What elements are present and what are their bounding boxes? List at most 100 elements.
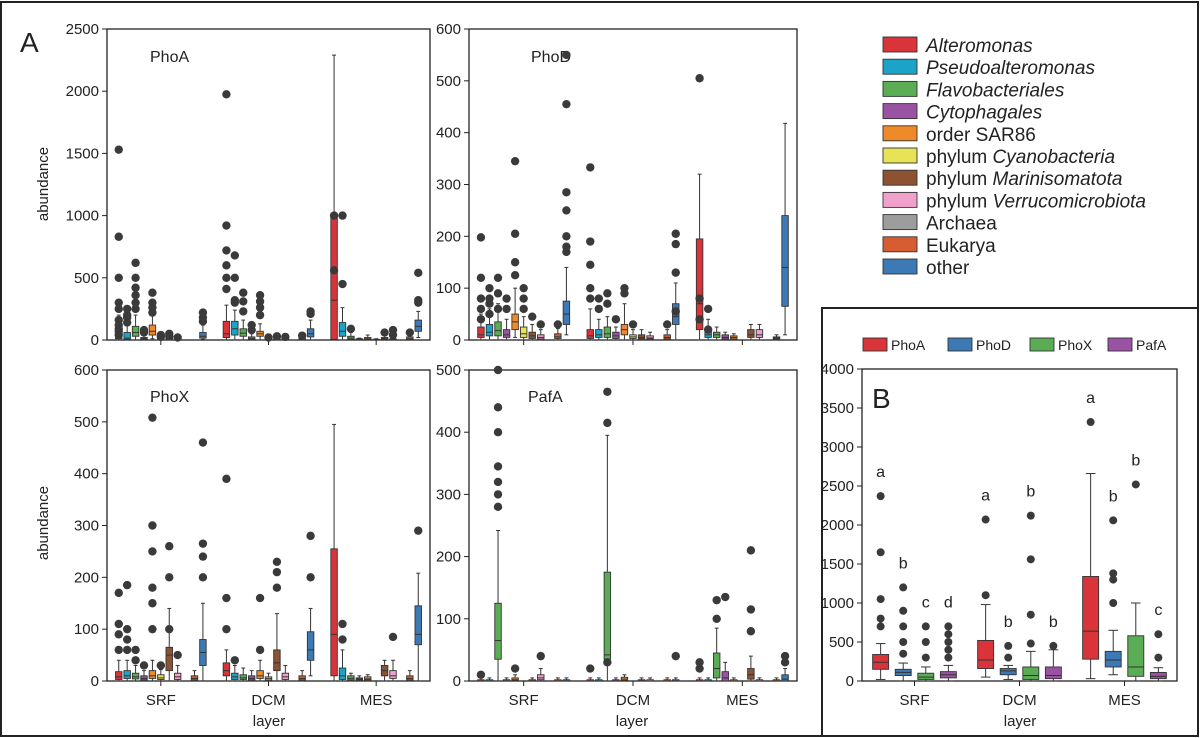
outlier-point (122, 635, 132, 644)
outlier-point (876, 622, 885, 631)
y-tick-label: 1000 (821, 595, 854, 612)
outlier-point (222, 261, 231, 270)
outlier-point (255, 303, 265, 312)
box-pafa (939, 622, 957, 682)
outlier-point (1086, 418, 1095, 427)
plot-frame (468, 369, 798, 682)
plot-phod: 0 100 200 300 400 500 600 PhoD (436, 21, 798, 349)
significance-letter: b (1049, 614, 1058, 631)
outlier-point (510, 271, 520, 280)
outlier-point (502, 294, 511, 303)
legend-swatch (882, 214, 918, 231)
legend-swatch (882, 36, 918, 53)
outlier-point (1026, 639, 1035, 648)
x-tick-label: MES (726, 692, 759, 709)
outlier-point (620, 283, 629, 293)
outlier-point (510, 664, 520, 673)
outlier-point (222, 273, 231, 282)
box-alteromonas (222, 90, 231, 341)
outlier-point (476, 315, 486, 324)
y-tick-label: 1500 (821, 556, 854, 573)
outlier-point (780, 651, 790, 661)
box-eukarya (663, 677, 671, 682)
outlier-point (114, 619, 123, 629)
box-body (537, 334, 545, 340)
box-phylum-verrucomicrobiota (646, 677, 654, 682)
box-body (281, 672, 290, 680)
box-phoa (1082, 418, 1100, 680)
outlier-point (586, 294, 595, 303)
box-order-sar86 (255, 593, 265, 682)
box-alteromonas (695, 658, 704, 682)
outlier-point (603, 387, 612, 396)
panel-title: PhoA (150, 49, 189, 66)
outlier-point (628, 320, 638, 329)
box-body (1104, 650, 1122, 668)
outlier-point (876, 492, 885, 501)
box-phox (917, 622, 935, 682)
significance-letter: b (899, 555, 908, 572)
legend-swatch (882, 169, 918, 186)
outlier-point (414, 526, 423, 535)
outlier-point (671, 651, 680, 661)
box-body (712, 652, 721, 679)
significance-letter: b (1026, 484, 1035, 501)
box-body (519, 326, 528, 338)
outlier-point (173, 333, 182, 342)
box-flavobacteriales (239, 667, 247, 682)
outlier-point (329, 211, 339, 220)
outlier-point (114, 330, 123, 340)
y-tick-label: 600 (436, 21, 461, 38)
box-body (485, 324, 494, 337)
y-tick-label: 0 (91, 673, 99, 690)
box-pseudoalteromonas (595, 677, 603, 682)
box-pseudoalteromonas (122, 580, 132, 682)
legend-label-prefix: phylum (926, 147, 993, 168)
outlier-point (695, 74, 704, 83)
box-body (330, 213, 338, 340)
outlier-point (255, 310, 265, 320)
outlier-point (981, 515, 990, 524)
box-body (222, 662, 231, 677)
outlier-point (594, 304, 604, 314)
outlier-point (780, 658, 790, 667)
outlier-point (519, 283, 528, 293)
box-flavobacteriales (239, 288, 248, 341)
outlier-point (114, 273, 123, 282)
outlier-point (131, 283, 140, 292)
y-tick-label: 100 (74, 621, 99, 638)
outlier-point (1026, 610, 1035, 619)
legend-b: PhoA PhoD PhoX PafA (862, 337, 1167, 353)
outlier-point (671, 307, 680, 316)
box-alteromonas (114, 588, 123, 682)
outlier-point (476, 670, 486, 679)
outlier-point (306, 307, 315, 316)
box-other (306, 531, 315, 677)
outlier-point (1109, 569, 1118, 578)
y-tick-label: 100 (436, 611, 461, 628)
box-order-sar86 (148, 413, 157, 682)
outlier-point (899, 649, 908, 658)
plot-pafa: 0 100 200 300 400 500 SRF DCM MES PafA (436, 362, 798, 709)
y-tick-label: 4000 (821, 361, 854, 378)
outlier-point (230, 273, 240, 282)
outlier-point (594, 294, 604, 303)
outlier-point (165, 624, 174, 634)
box-body (247, 336, 256, 340)
outlier-point (493, 502, 503, 512)
legend-label: order SAR86 (926, 125, 1036, 146)
outlier-point (562, 188, 571, 197)
outlier-point (1109, 599, 1118, 607)
y-tick-label: 300 (436, 177, 461, 194)
outlier-point (671, 229, 680, 238)
outlier-point (586, 237, 595, 246)
box-other (781, 122, 789, 336)
legend-b-label: PhoD (976, 337, 1011, 353)
outlier-point (114, 298, 123, 307)
box-body (222, 320, 231, 338)
outlier-point (721, 592, 730, 602)
outlier-point (510, 156, 520, 166)
box-body (781, 674, 789, 682)
outlier-point (114, 232, 123, 241)
outlier-point (476, 273, 486, 282)
